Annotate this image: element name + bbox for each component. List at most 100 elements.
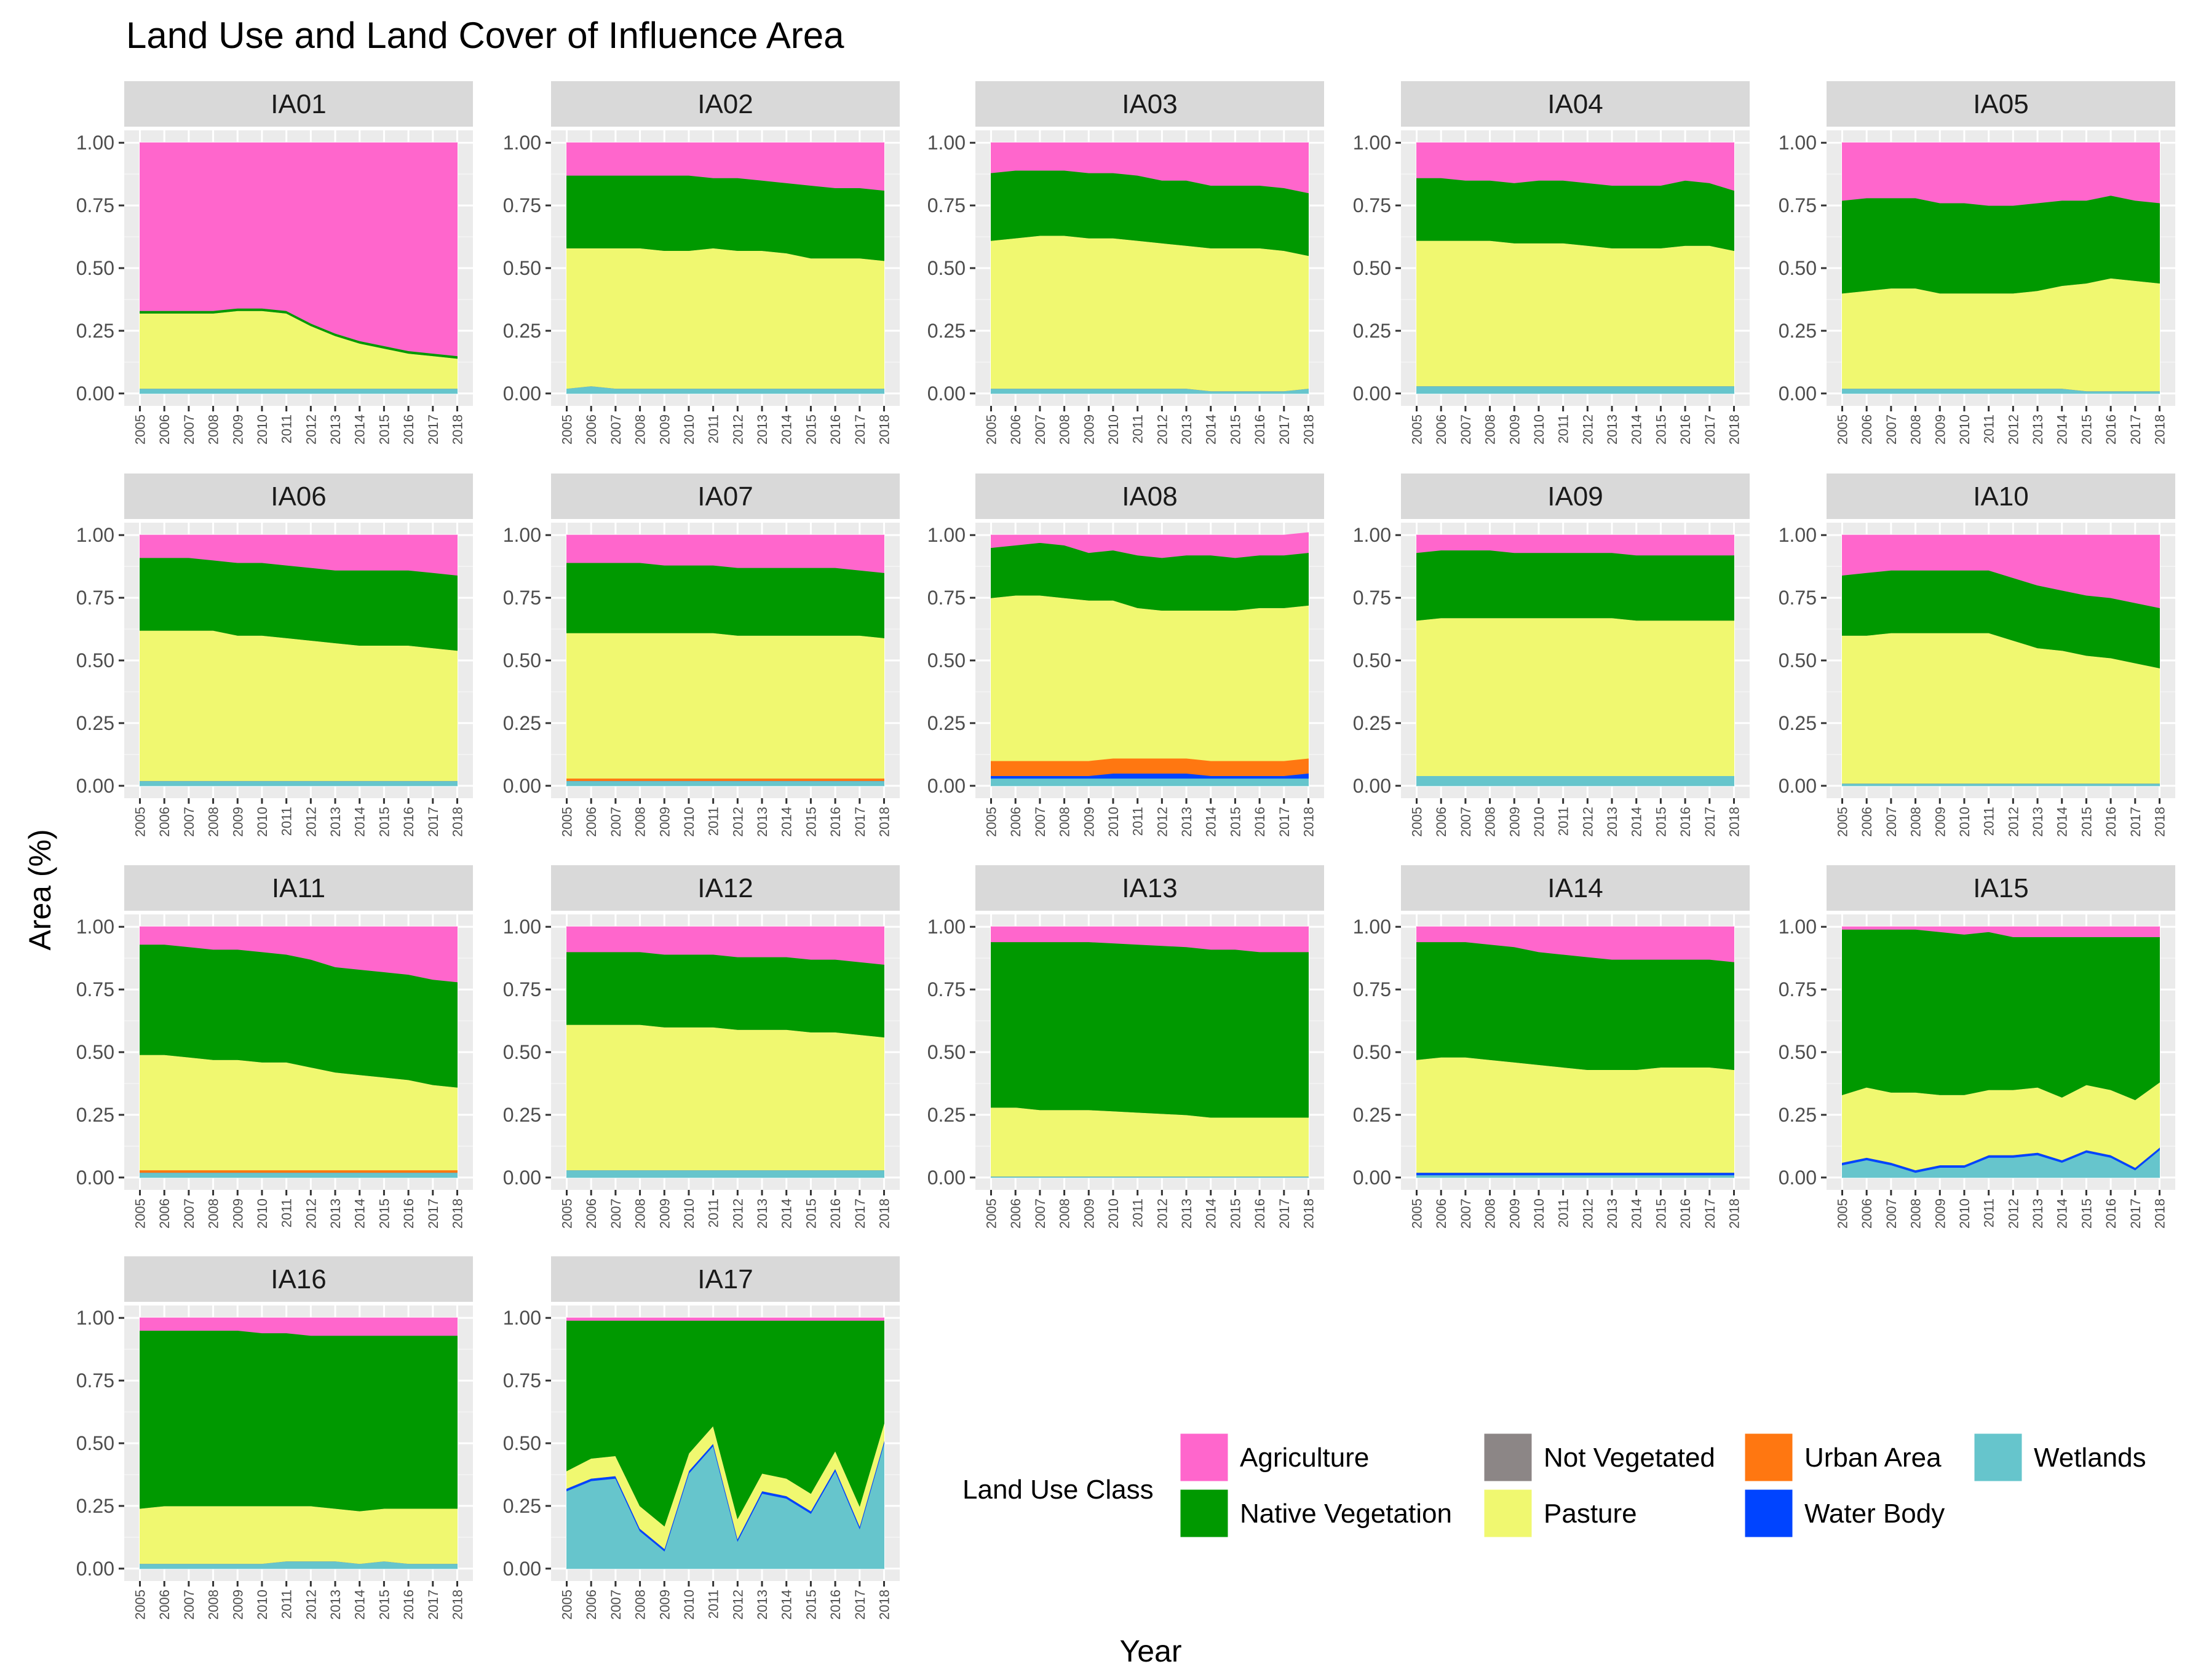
x-tick-label: 2017: [852, 1199, 868, 1229]
x-tick-label: 2015: [803, 1590, 819, 1620]
y-tick-label: 0.75: [76, 587, 114, 609]
x-tick-label: 2013: [755, 807, 770, 837]
x-tick-label: 2018: [876, 1199, 892, 1229]
panel-ia06: IA06 0.00 0.25 0.50 0.75 1.00 2005 2006 2007 2008…: [76, 473, 473, 837]
x-tick-label: 2008: [206, 1199, 221, 1229]
x-tick-label: 2015: [2079, 1199, 2094, 1229]
x-tick-label: 2005: [560, 414, 575, 445]
y-tick-label: 0.25: [1353, 320, 1391, 342]
x-tick-label: 2006: [584, 414, 599, 445]
x-tick-label: 2017: [2128, 807, 2143, 837]
x-tick-label: 2011: [1556, 414, 1571, 443]
x-tick-label: 2015: [1653, 1199, 1668, 1229]
x-tick-label: 2012: [730, 1590, 745, 1620]
panel-ia10: IA10 0.00 0.25 0.50 0.75 1.00 2005 2006 2007 2008…: [1779, 473, 2175, 837]
y-tick-label: 0.25: [503, 712, 541, 734]
x-tick-label: 2011: [1556, 807, 1571, 836]
x-tick-label: 2015: [1228, 807, 1243, 837]
x-tick-label: 2018: [876, 414, 892, 445]
x-tick-label: 2011: [279, 1199, 295, 1227]
panel-label: IA17: [697, 1264, 753, 1294]
x-tick-label: 2012: [303, 807, 319, 837]
x-tick-label: 2017: [426, 1199, 441, 1229]
area-native-vegetation: [1416, 941, 1734, 1071]
x-tick-label: 2007: [181, 1590, 197, 1620]
x-tick-label: 2016: [2103, 807, 2119, 837]
x-tick-label: 2006: [584, 1590, 599, 1620]
x-tick-label: 2017: [852, 807, 868, 837]
x-tick-label: 2009: [657, 1590, 672, 1620]
x-tick-label: 2011: [1130, 1199, 1146, 1227]
y-tick-label: 0.50: [1779, 1041, 1817, 1063]
y-tick-label: 1.00: [503, 524, 541, 546]
panel-label: IA10: [1973, 481, 2029, 512]
x-tick-label: 2009: [1507, 414, 1522, 445]
x-tick-label: 2016: [1252, 414, 1268, 445]
area-native-vegetation: [991, 941, 1309, 1118]
panel-strip: [1827, 865, 2175, 911]
y-tick-label: 0.25: [1779, 712, 1817, 734]
panel-strip: [975, 81, 1324, 127]
x-tick-label: 2011: [279, 807, 295, 836]
x-tick-label: 2012: [2006, 807, 2021, 837]
x-tick-label: 2014: [2055, 414, 2070, 445]
area-native-vegetation: [140, 1330, 458, 1512]
panel-label: IA15: [1973, 873, 2029, 903]
x-tick-label: 2008: [1908, 807, 1924, 837]
panel-ia11: IA11 0.00 0.25 0.50 0.75 1.00 2005 2006 2007 2008…: [76, 865, 473, 1229]
panel-ia14: IA14 0.00 0.25 0.50 0.75 1.00 2005 2006 2007 2008…: [1353, 865, 1750, 1229]
x-tick-label: 2012: [730, 807, 745, 837]
x-tick-label: 2010: [681, 807, 697, 837]
y-tick-label: 0.00: [927, 382, 966, 405]
x-tick-label: 2013: [2030, 414, 2045, 445]
y-tick-label: 0.00: [76, 775, 114, 797]
y-tick-label: 0.75: [1353, 587, 1391, 609]
y-tick-label: 0.75: [76, 978, 114, 1000]
y-tick-label: 0.00: [1353, 1167, 1391, 1189]
x-tick-label: 2016: [2103, 414, 2119, 445]
x-tick-label: 2014: [1204, 807, 1219, 837]
x-tick-label: 2005: [560, 1199, 575, 1229]
x-tick-label: 2015: [376, 414, 392, 445]
x-tick-label: 2008: [633, 1590, 648, 1620]
y-tick-label: 0.25: [1779, 1104, 1817, 1126]
x-tick-label: 2010: [1106, 1199, 1121, 1229]
y-tick-label: 1.00: [503, 1307, 541, 1329]
x-tick-label: 2016: [828, 1199, 843, 1229]
x-tick-label: 2017: [426, 807, 441, 837]
y-tick-label: 0.25: [927, 712, 966, 734]
x-tick-label: 2009: [230, 414, 245, 445]
x-tick-label: 2005: [1835, 807, 1851, 837]
y-tick-label: 0.50: [76, 649, 114, 672]
x-tick-label: 2018: [876, 807, 892, 837]
x-tick-label: 2005: [984, 1199, 999, 1229]
legend-item-native-vegetation: Native Vegetation: [1178, 1488, 1452, 1539]
panel-ia17: IA17 0.00 0.25 0.50 0.75 1.00 2005 2006 2007 2008…: [503, 1256, 900, 1620]
x-tick-label: 2018: [450, 414, 465, 445]
area-agriculture: [566, 534, 884, 573]
panel-label: IA04: [1547, 89, 1603, 119]
x-tick-label: 2009: [1932, 807, 1948, 837]
x-tick-label: 2016: [401, 1590, 416, 1620]
panel-label: IA03: [1122, 89, 1178, 119]
y-tick-label: 1.00: [1353, 524, 1391, 546]
x-tick-label: 2005: [984, 807, 999, 837]
panel-strip: [124, 865, 473, 911]
y-tick-label: 0.25: [1353, 712, 1391, 734]
x-tick-label: 2011: [1982, 807, 1997, 836]
x-tick-label: 2017: [2128, 1199, 2143, 1229]
x-tick-label: 2009: [657, 807, 672, 837]
x-tick-label: 2005: [1410, 414, 1425, 445]
x-tick-label: 2007: [1033, 414, 1048, 445]
panel-strip: [551, 1256, 900, 1302]
panels-group: IA01 0.00 0.25 0.50 0.75 1.00 2005 2006 2007 2008…: [76, 81, 2175, 1620]
x-tick-label: 2006: [157, 1199, 172, 1229]
area-urban-area: [566, 778, 884, 782]
y-tick-label: 1.00: [76, 1307, 114, 1329]
x-tick-label: 2016: [1678, 414, 1693, 445]
legend: Land Use Class Agriculture Native Vegetat…: [962, 1432, 2146, 1539]
y-tick-label: 0.25: [76, 1495, 114, 1517]
x-tick-label: 2011: [1556, 1199, 1571, 1227]
x-tick-label: 2011: [279, 1590, 295, 1619]
area-urban-area: [140, 1170, 458, 1173]
